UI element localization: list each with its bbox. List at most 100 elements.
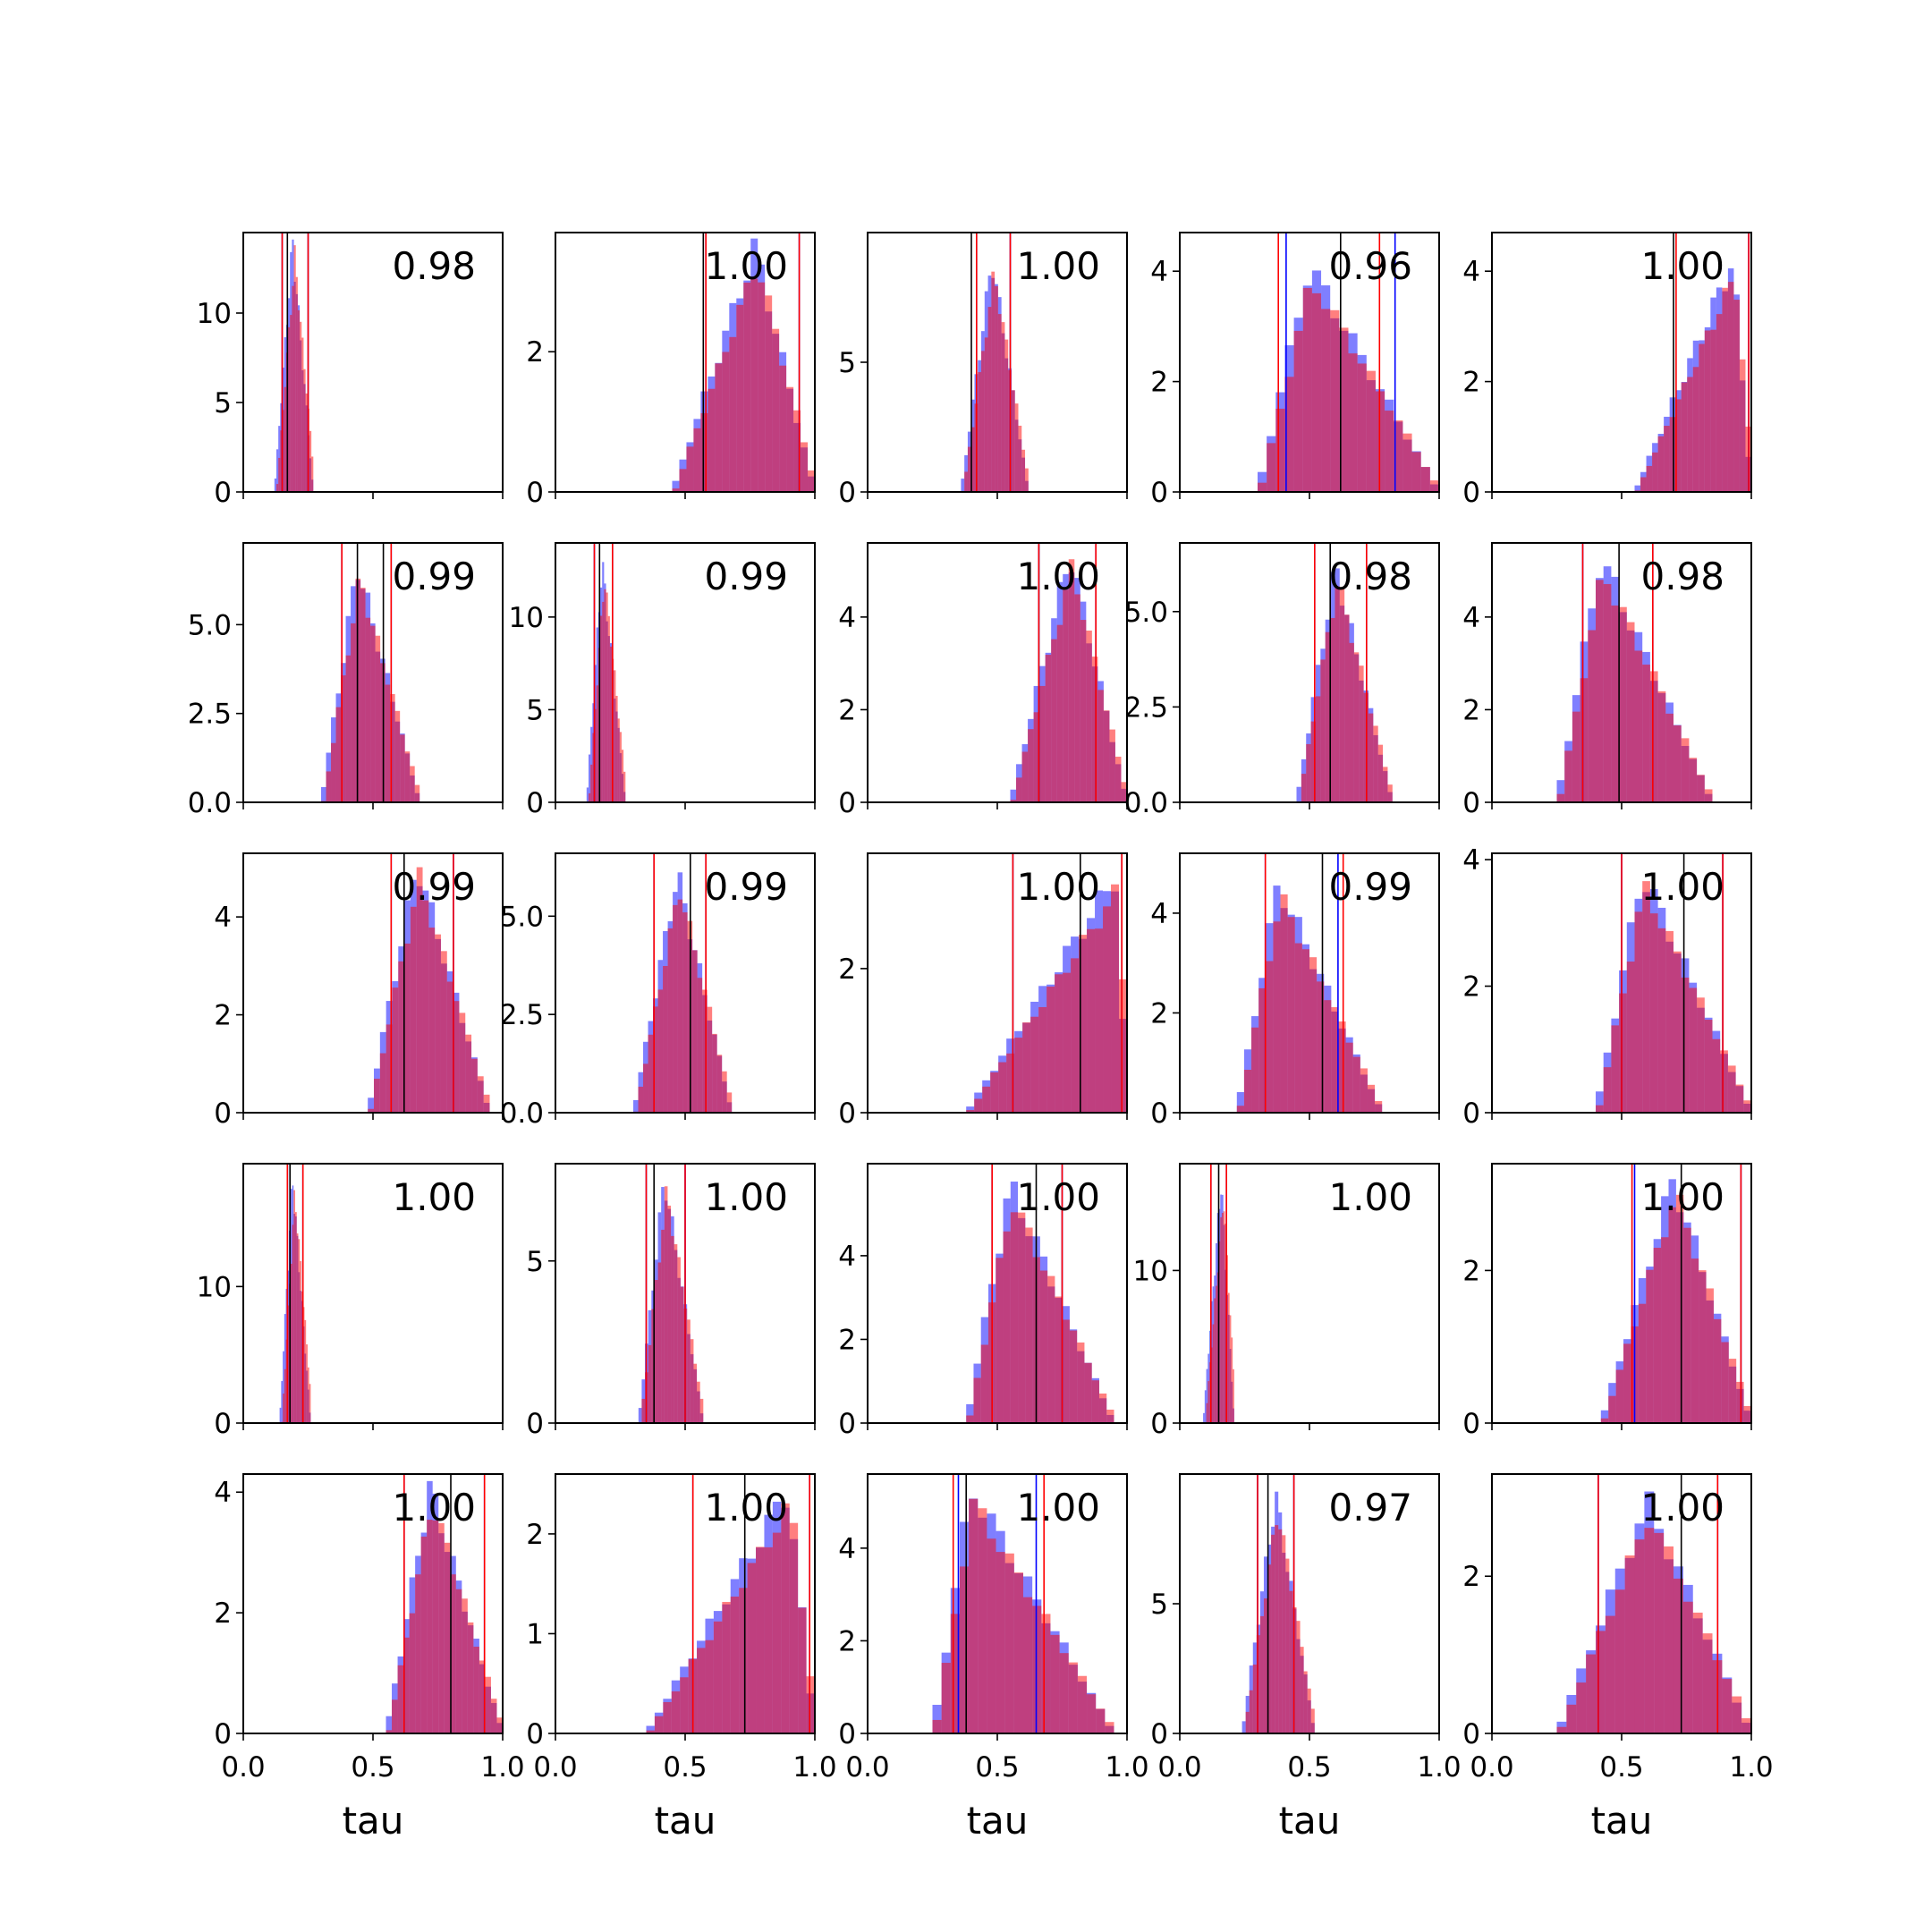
red-histogram-bar [287, 1305, 290, 1423]
y-tick-label: 5 [1150, 1589, 1168, 1621]
red-histogram-bar [1359, 665, 1364, 802]
red-histogram-bar [730, 1597, 740, 1733]
red-histogram-bar [1063, 589, 1069, 802]
red-histogram-bar [295, 276, 298, 492]
red-histogram-bar [1014, 1038, 1023, 1113]
red-histogram-bar [1047, 1275, 1055, 1423]
red-histogram-bar [654, 1280, 658, 1423]
red-histogram-bar [1357, 363, 1367, 492]
red-histogram-bar [465, 1034, 472, 1113]
red-histogram-bar [1743, 1100, 1751, 1113]
blue-histogram-bar [1203, 1412, 1205, 1423]
red-histogram-bar [1669, 417, 1676, 492]
red-histogram-bar [302, 1307, 305, 1423]
red-histogram-bar [1608, 1395, 1616, 1423]
panel-1-5: 0 2 4 1.00 [1462, 232, 1752, 509]
red-histogram-bar [1331, 1007, 1339, 1113]
red-histogram-bar [1310, 721, 1316, 802]
red-histogram-bar [1025, 1227, 1033, 1423]
red-histogram-bar [1683, 1227, 1691, 1423]
red-histogram-bar [687, 1319, 691, 1423]
blue-histogram-bar [1236, 1091, 1244, 1113]
x-axis-label: tau [1591, 1799, 1653, 1843]
red-histogram-bar [1275, 408, 1285, 492]
red-histogram-bar [1216, 1272, 1219, 1423]
red-histogram-bar [982, 1086, 991, 1113]
red-histogram-bar [490, 1699, 497, 1733]
panel-stat-label: 1.00 [1640, 865, 1724, 909]
x-tick-label: 1.0 [1729, 1751, 1773, 1784]
red-histogram-bar [1097, 690, 1104, 802]
blue-histogram-bar [1206, 1368, 1208, 1423]
x-axis-label: tau [343, 1799, 404, 1843]
red-histogram-bar [1682, 1601, 1693, 1733]
red-histogram-bar [292, 285, 294, 492]
red-histogram-bar [1056, 624, 1063, 802]
red-histogram-bar [1649, 913, 1658, 1113]
red-histogram-bar [1697, 997, 1705, 1113]
red-histogram-bar [410, 906, 417, 1113]
red-histogram-bar [614, 670, 616, 802]
red-histogram-bar [341, 675, 346, 802]
panel-stat-label: 1.00 [1016, 1486, 1100, 1530]
red-histogram-bar [1320, 659, 1326, 802]
red-histogram-bar [1681, 382, 1688, 492]
red-histogram-bar [1028, 729, 1034, 802]
red-histogram-bar [1692, 1612, 1703, 1733]
panel-3-4: 0 2 4 0.99 [1150, 852, 1440, 1130]
y-tick-label: 5.0 [188, 609, 232, 641]
red-histogram-bar [1634, 1539, 1645, 1733]
blue-histogram-bar [275, 449, 279, 492]
red-histogram-bar [479, 1660, 486, 1733]
panel-stat-label: 0.99 [1328, 865, 1412, 909]
red-histogram-bar [1674, 725, 1682, 802]
x-tick-label: 0.5 [351, 1751, 394, 1784]
panel-stat-label: 1.00 [392, 1486, 476, 1530]
red-histogram-bar [398, 961, 405, 1113]
red-histogram-bar [677, 899, 683, 1113]
red-histogram-bar [1080, 620, 1087, 802]
red-histogram-bar [295, 1212, 297, 1423]
panel-stat-label: 1.00 [704, 1175, 788, 1219]
red-histogram-bar [1218, 1241, 1221, 1423]
red-histogram-bar [1704, 1020, 1713, 1113]
red-histogram-bar [998, 1062, 1007, 1113]
red-histogram-bar [1289, 1590, 1293, 1733]
red-histogram-bar [404, 943, 411, 1113]
red-histogram-bar [997, 314, 1002, 492]
red-histogram-bar [661, 1229, 665, 1423]
panel-2-3: 0 2 4 1.00 [838, 542, 1128, 819]
red-histogram-bar [1263, 1598, 1268, 1733]
red-histogram-bar [1096, 1708, 1106, 1733]
red-histogram-bar [473, 1646, 479, 1733]
red-histogram-bar [932, 1719, 942, 1733]
red-histogram-bar [1325, 631, 1331, 802]
red-histogram-bar [680, 1286, 684, 1423]
panel-stat-label: 1.00 [1016, 865, 1100, 909]
red-histogram-bar [646, 1730, 655, 1733]
red-histogram-bar [1301, 774, 1307, 802]
red-histogram-bar [623, 771, 626, 802]
y-tick-label: 10 [1133, 1255, 1168, 1287]
red-histogram-bar [1699, 1270, 1707, 1423]
x-axis-label: tau [967, 1799, 1029, 1843]
red-histogram-bar [1275, 1525, 1279, 1733]
red-histogram-bar [304, 1319, 307, 1423]
red-histogram-bar [1652, 452, 1658, 492]
blue-histogram-bar [966, 1106, 975, 1113]
blue-histogram-bar [588, 754, 591, 802]
red-histogram-bar [966, 1110, 975, 1113]
panel-3-5: 0 2 4 1.00 [1462, 844, 1752, 1130]
red-histogram-bar [309, 1384, 311, 1423]
blue-histogram-bar [1241, 1721, 1246, 1733]
red-histogram-bar [1224, 1224, 1227, 1423]
red-histogram-bar [1600, 1418, 1609, 1423]
red-histogram-bar [311, 456, 314, 492]
red-histogram-bar [392, 1699, 398, 1733]
red-histogram-bar [309, 430, 312, 492]
red-histogram-bar [654, 1716, 664, 1733]
red-histogram-bar [1556, 1726, 1567, 1733]
x-tick-label: 1.0 [792, 1751, 836, 1784]
red-histogram-bar [715, 363, 723, 492]
y-tick-label: 2 [1462, 1561, 1480, 1593]
